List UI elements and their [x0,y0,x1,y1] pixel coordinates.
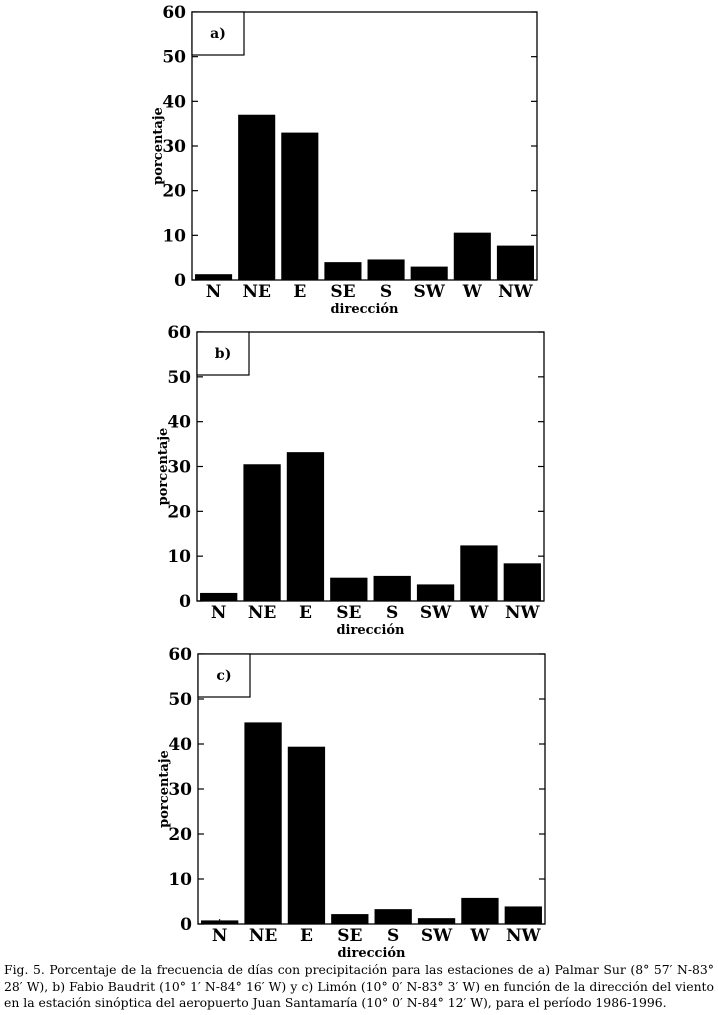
bar-ne [244,722,282,924]
bar-w [460,545,498,601]
x-tick-label: NW [506,926,542,946]
x-tick-label: SE [337,926,362,946]
x-tick-label: E [299,603,312,623]
x-tick-label: SW [414,282,446,302]
bar-s [367,259,405,280]
y-tick-label: 60 [168,645,192,665]
x-tick-label: W [462,282,483,302]
y-tick-label: 60 [162,3,186,23]
bar-e [286,452,325,601]
bar-w [453,232,491,280]
x-tick-label: N [206,282,222,302]
x-tick-label: NE [249,926,278,946]
x-axis-label: dirección [337,946,406,961]
y-tick-label: 20 [162,182,186,202]
y-tick-label: 0 [179,592,191,612]
x-tick-label: S [387,926,399,946]
bar-e [281,132,319,280]
figure-caption: Fig. 5. Porcentaje de la frecuencia de d… [4,962,714,1010]
y-tick-label: 20 [168,825,192,845]
panel-label-box [191,11,245,56]
y-tick-label: 40 [168,735,192,755]
bar-s [374,909,412,924]
bar-sw [416,584,455,601]
y-axis-label: porcentaje [156,428,171,506]
x-tick-label: S [386,603,398,623]
y-tick-label: 50 [167,368,191,388]
x-tick-label: SE [330,282,355,302]
bar-nw [503,563,541,601]
y-tick-label: 50 [162,48,186,68]
x-tick-label: NW [505,603,541,623]
x-tick-label: SW [420,603,452,623]
x-axis-label: dirección [330,302,399,317]
chart-b: 0 10 20 30 40 50 60 N NE E SE S SW W NW b) dirección porc… [156,323,545,638]
bar-sw [410,266,448,280]
y-tick-label: 0 [174,271,186,291]
bar-se [324,262,362,280]
x-tick-label: N [212,926,228,946]
bar-ne [238,114,276,280]
x-tick-label: NE [242,282,271,302]
y-axis-label: porcentaje [157,750,172,828]
x-tick-label: W [468,603,489,623]
y-tick-label: 50 [168,690,192,710]
panel-label: a) [210,26,226,42]
panel-label-box [197,653,251,698]
x-tick-label: NW [498,282,534,302]
chart-c: 0 10 20 30 40 50 60 N NE E SE S SW W NW c) dirección porc… [157,645,546,961]
bar-e [287,746,326,924]
bar-nw [496,245,534,280]
y-tick-label: 0 [180,915,192,935]
x-tick-label: SE [336,603,361,623]
y-tick-label: 10 [162,226,186,246]
x-tick-label: NE [248,603,277,623]
y-tick-label: 20 [167,502,191,522]
y-tick-label: 40 [167,413,191,433]
x-tick-label: N [211,603,227,623]
x-tick-label: SW [421,926,453,946]
y-tick-label: 10 [167,547,191,567]
y-tick-label: 60 [167,323,191,343]
x-tick-label: E [300,926,313,946]
bar-nw [504,906,542,924]
x-tick-label: S [380,282,392,302]
y-axis-label: porcentaje [151,107,166,185]
panel-label: c) [216,668,231,684]
chart-a: 0 10 20 30 40 50 60 N NE E SE S SW W NW a) dirección porc… [151,3,538,317]
y-tick-label: 30 [168,780,192,800]
panel-label-box [196,331,250,376]
y-tick-label: 40 [162,92,186,112]
panel-label: b) [215,346,231,362]
x-tick-label: W [469,926,490,946]
bar-ne [243,464,281,601]
y-tick-label: 30 [162,137,186,157]
y-tick-label: 10 [168,870,192,890]
x-tick-label: E [293,282,306,302]
bar-se [330,577,368,601]
x-axis-label: dirección [336,623,405,638]
y-tick-label: 30 [167,458,191,478]
